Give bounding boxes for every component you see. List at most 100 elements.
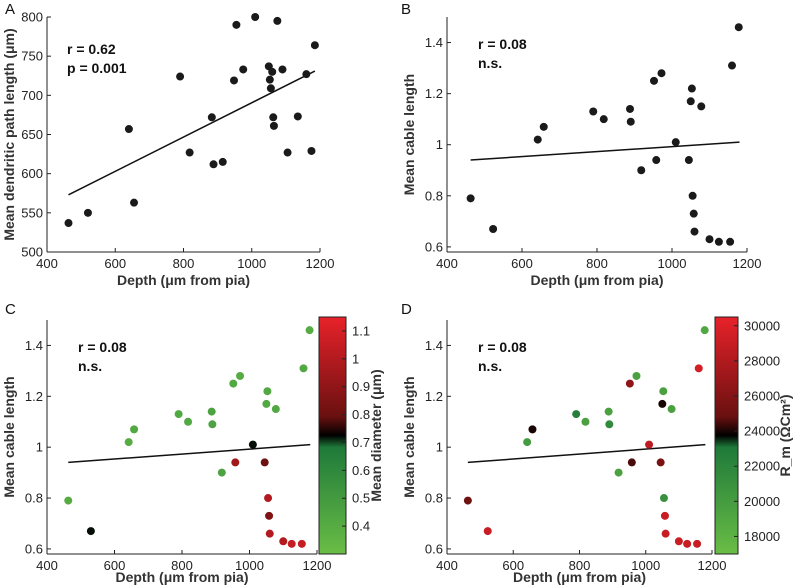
colorbar bbox=[318, 316, 347, 555]
y-tick-label: 0.8 bbox=[25, 491, 43, 506]
x-tick-label: 400 bbox=[436, 558, 458, 573]
data-point bbox=[726, 237, 735, 246]
x-tick-label: 1200 bbox=[303, 558, 332, 573]
data-point bbox=[694, 364, 703, 373]
data-point bbox=[466, 194, 475, 203]
data-point bbox=[64, 496, 73, 505]
data-point bbox=[657, 69, 666, 78]
data-point bbox=[130, 198, 139, 207]
data-point bbox=[637, 166, 646, 175]
y-tick-label: 0.8 bbox=[425, 491, 443, 506]
x-tick-label: 400 bbox=[36, 558, 58, 573]
data-point bbox=[528, 425, 537, 434]
x-tick-label: 1000 bbox=[658, 256, 687, 271]
stat-annotation: r = 0.08 bbox=[478, 36, 527, 52]
fit-line bbox=[68, 70, 316, 196]
colorbar-tick-label: 0.6 bbox=[352, 463, 370, 478]
y-tick-label: 1.2 bbox=[25, 389, 43, 404]
colorbar-tick-label: 22000 bbox=[744, 459, 780, 474]
data-point bbox=[652, 156, 661, 165]
data-point bbox=[268, 67, 277, 76]
colorbar-label: Mean diameter (μm) bbox=[368, 369, 384, 501]
stat-annotation: n.s. bbox=[478, 358, 502, 374]
data-point bbox=[130, 425, 139, 434]
x-tick-label: 800 bbox=[586, 256, 608, 271]
data-point bbox=[124, 125, 133, 134]
data-point bbox=[645, 440, 654, 449]
data-point bbox=[229, 379, 238, 388]
data-point bbox=[239, 65, 248, 74]
x-tick-label: 600 bbox=[104, 558, 126, 573]
y-tick-label: 700 bbox=[21, 88, 43, 103]
x-axis-label: Depth (μm from pia) bbox=[513, 569, 646, 585]
data-point bbox=[265, 529, 274, 538]
data-point bbox=[305, 326, 314, 335]
data-point bbox=[299, 364, 308, 373]
data-point bbox=[700, 326, 709, 335]
data-point bbox=[626, 117, 635, 126]
y-tick-label: 0.6 bbox=[25, 541, 43, 556]
y-tick-label: 1 bbox=[436, 440, 443, 455]
y-tick-label: 600 bbox=[21, 166, 43, 181]
stat-annotation: r = 0.62 bbox=[67, 41, 116, 57]
data-point bbox=[489, 225, 498, 234]
data-point bbox=[728, 61, 736, 70]
data-point bbox=[714, 237, 723, 246]
data-point bbox=[86, 527, 95, 536]
data-point bbox=[263, 387, 272, 396]
data-point bbox=[688, 191, 697, 200]
data-point bbox=[659, 387, 668, 396]
data-point bbox=[734, 23, 743, 32]
data-point bbox=[232, 20, 241, 29]
colorbar-tick-label: 0.8 bbox=[352, 407, 370, 422]
colorbar-tick-label: 24000 bbox=[744, 424, 780, 439]
data-point bbox=[572, 410, 581, 419]
data-point bbox=[279, 537, 288, 546]
data-point bbox=[265, 75, 274, 84]
data-point bbox=[236, 371, 245, 380]
data-point bbox=[650, 76, 658, 85]
data-point bbox=[533, 135, 542, 144]
data-point bbox=[230, 76, 239, 85]
data-point bbox=[260, 458, 269, 467]
data-point bbox=[287, 539, 296, 548]
colorbar-tick-label: 26000 bbox=[744, 389, 780, 404]
data-point bbox=[667, 405, 676, 414]
data-point bbox=[674, 537, 683, 546]
y-tick-label: 1.2 bbox=[425, 86, 443, 101]
data-point bbox=[589, 107, 598, 116]
fit-line bbox=[467, 443, 706, 464]
data-point bbox=[273, 16, 282, 25]
y-tick-label: 500 bbox=[21, 245, 43, 260]
panel-c: C 400 600 800 1000 1200 0.6 0.8 1 1.2 1.4 Depth (μm… bbox=[1, 301, 384, 585]
data-point bbox=[293, 112, 302, 121]
data-point bbox=[266, 84, 275, 93]
y-tick-label: 800 bbox=[21, 10, 43, 25]
x-tick-label: 1200 bbox=[733, 256, 762, 271]
y-tick-label: 1 bbox=[436, 137, 443, 152]
data-point bbox=[208, 420, 217, 429]
data-point bbox=[269, 113, 278, 122]
y-axis-label: Mean dendritic path length (μm) bbox=[1, 28, 17, 240]
panel-label: B bbox=[401, 1, 411, 18]
colorbar-tick-label: 28000 bbox=[744, 353, 780, 368]
data-point bbox=[581, 417, 590, 426]
data-point bbox=[185, 148, 194, 157]
y-tick-label: 1.4 bbox=[425, 35, 443, 50]
data-point bbox=[463, 496, 472, 505]
data-point bbox=[176, 72, 185, 81]
data-point bbox=[278, 65, 287, 74]
data-point bbox=[604, 407, 613, 416]
stat-annotation: r = 0.08 bbox=[478, 339, 527, 355]
panel-b: B 400 600 800 1000 1200 0.6 0.8 1 1.2 1.4 Depth (μm… bbox=[401, 1, 761, 288]
data-point bbox=[248, 440, 257, 449]
x-tick-label: 600 bbox=[502, 558, 524, 573]
data-point bbox=[689, 209, 698, 218]
y-tick-label: 1.4 bbox=[25, 338, 43, 353]
y-tick-label: 1.4 bbox=[425, 338, 443, 353]
colorbar bbox=[714, 316, 739, 555]
data-point bbox=[302, 70, 311, 79]
data-point bbox=[184, 417, 193, 426]
colorbar-tick-label: 0.7 bbox=[352, 435, 370, 450]
